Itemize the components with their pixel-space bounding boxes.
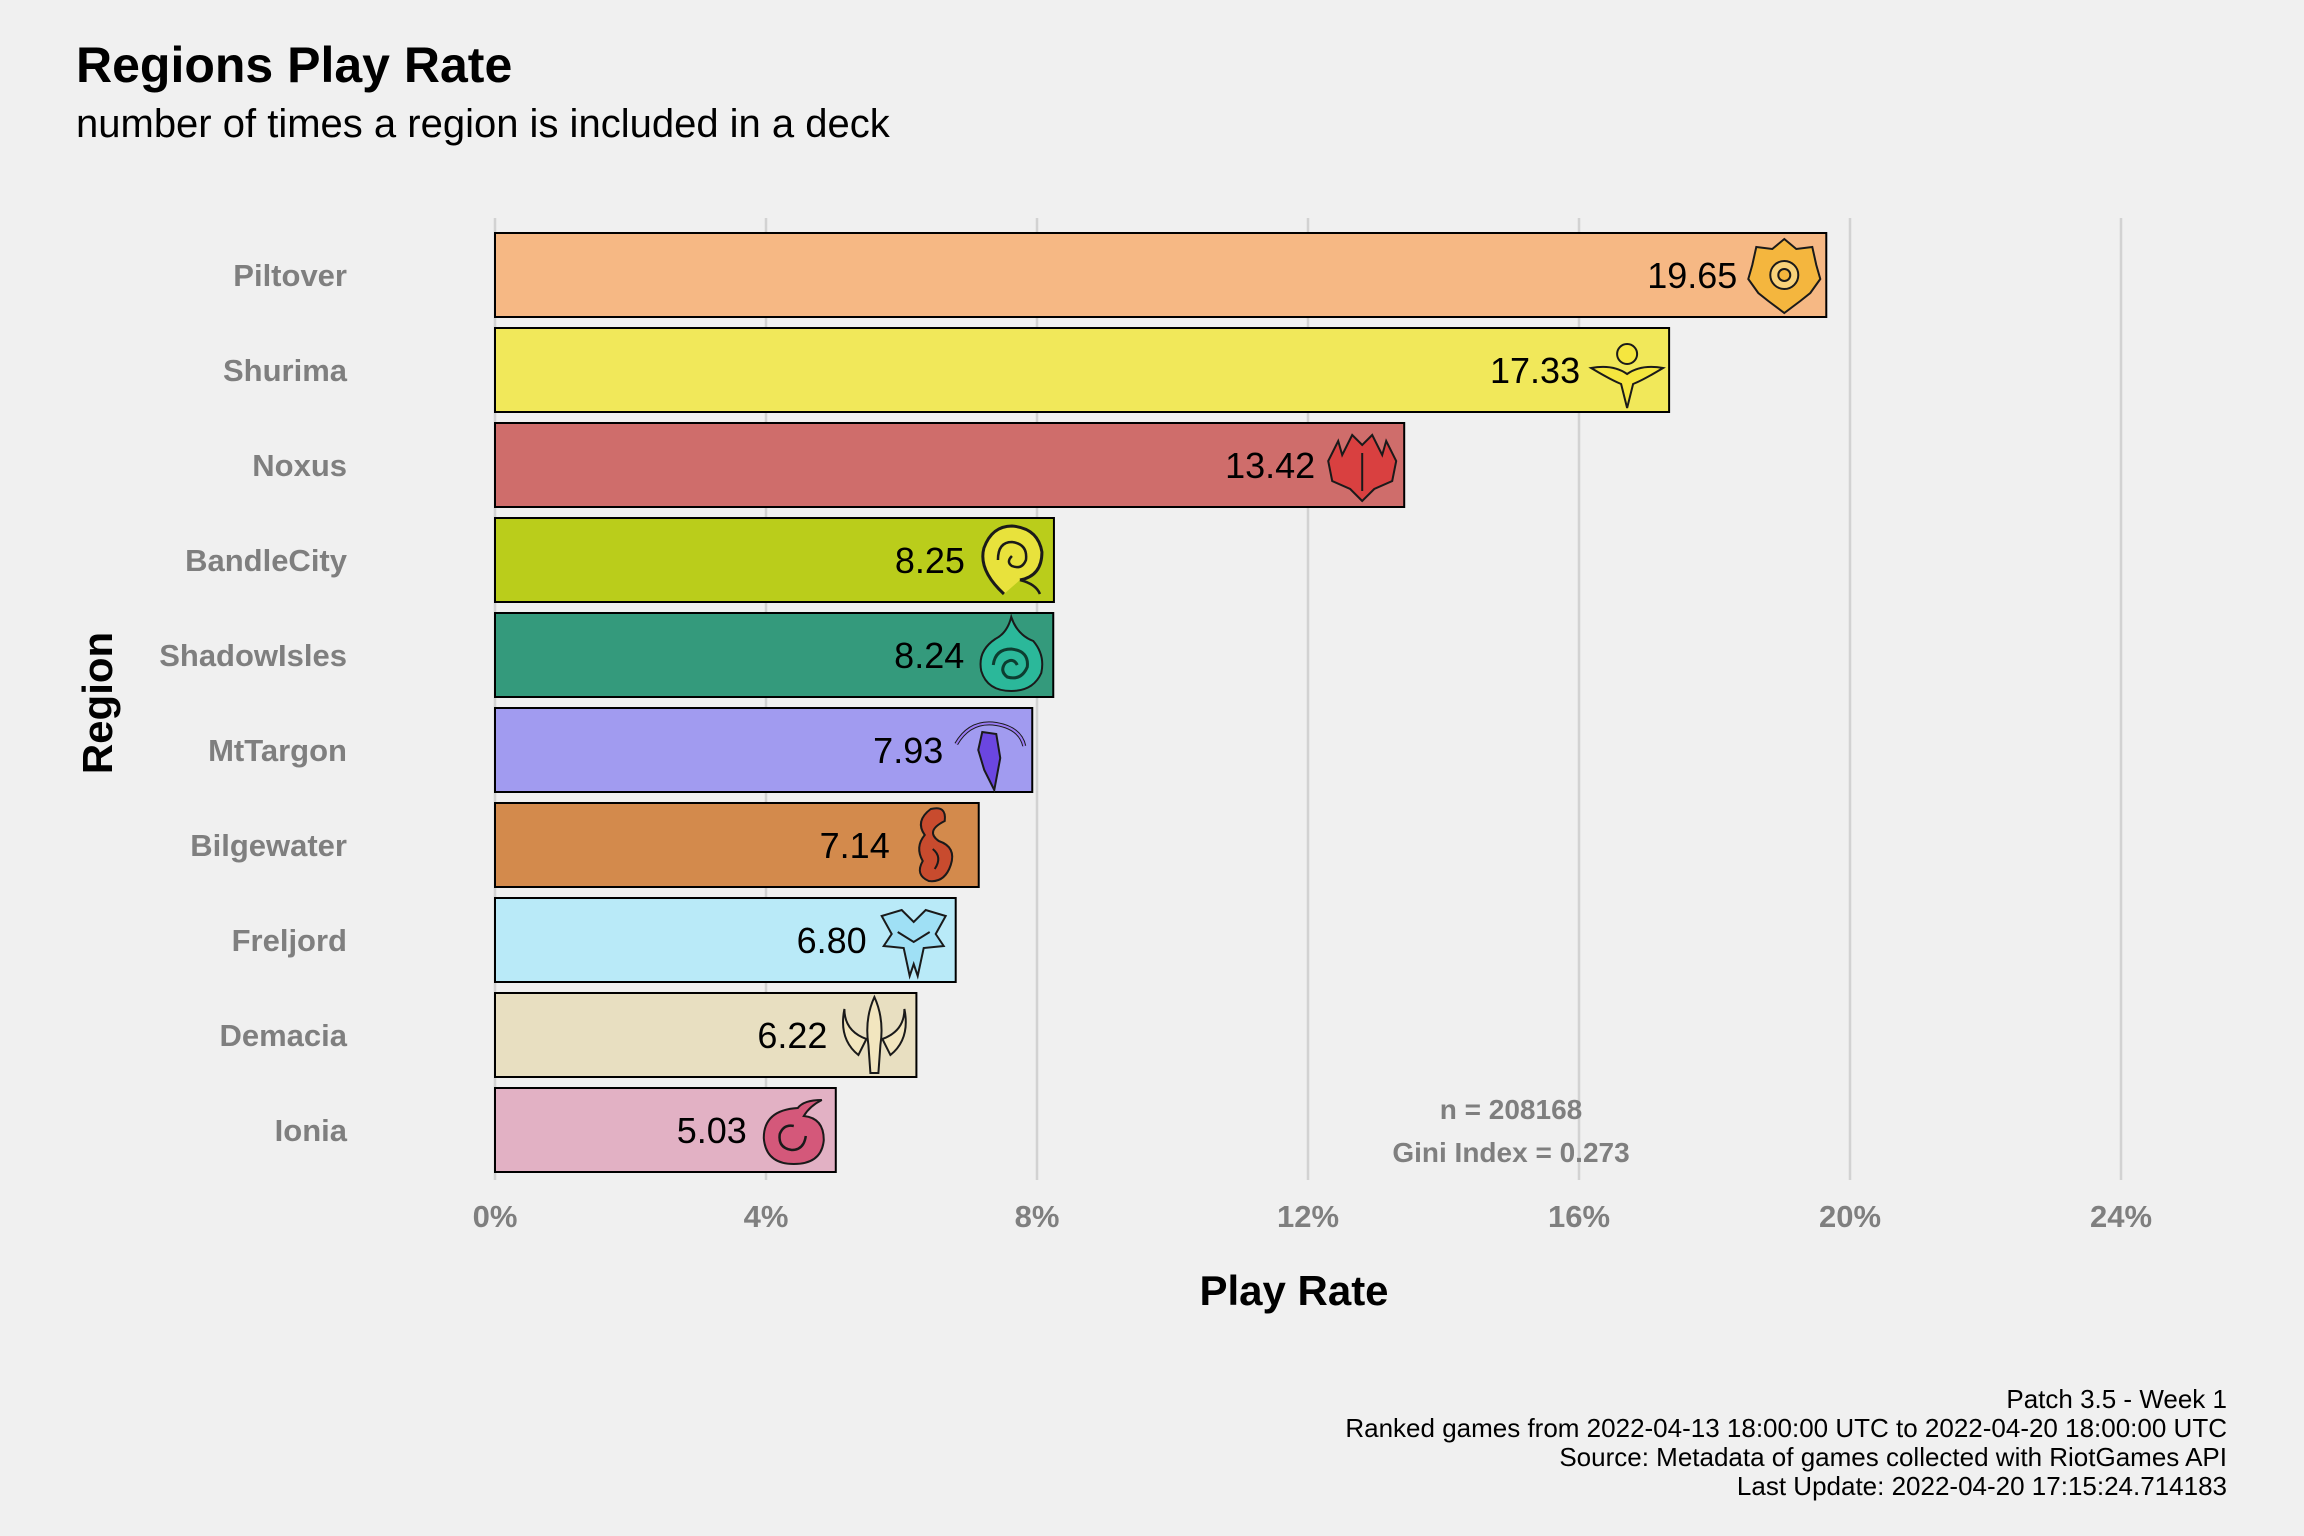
category-label: Piltover (233, 258, 347, 293)
annotation-n: n = 208168 (1440, 1094, 1582, 1125)
demacia-icon (842, 994, 907, 1074)
caption-last-update: Last Update: 2022-04-20 17:15:24.714183 (1737, 1471, 2227, 1501)
x-tick-label: 8% (1015, 1199, 1060, 1234)
x-tick-label: 0% (473, 1199, 518, 1234)
bar-shadowisles (494, 612, 1055, 698)
bilgewater-icon (918, 807, 954, 883)
x-tick-label: 12% (1277, 1199, 1339, 1234)
caption-date-range: Ranked games from 2022-04-13 18:00:00 UT… (1345, 1413, 2227, 1443)
noxus-icon (1327, 433, 1398, 503)
caption-source: Source: Metadata of games collected with… (1559, 1442, 2227, 1472)
caption-patch: Patch 3.5 - Week 1 (2006, 1384, 2227, 1414)
mttargon-icon (954, 721, 1027, 794)
bar-value-label: 8.25 (895, 540, 965, 581)
category-label: MtTargon (208, 733, 347, 768)
bar-value-label: 8.24 (894, 635, 964, 676)
x-tick-label: 4% (744, 1199, 789, 1234)
annotation-gini: Gini Index = 0.273 (1392, 1137, 1629, 1168)
chart-subtitle: number of times a region is included in … (76, 102, 891, 146)
bars: 19.65 17.33 13.42 8.25 8.24 7.93 7.14 6.80 6.22 5… (494, 232, 1828, 1173)
bar-value-label: 6.80 (797, 920, 867, 961)
shurima-icon (1588, 343, 1666, 409)
category-label: Shurima (223, 353, 348, 388)
y-axis-title: Region (74, 632, 121, 774)
category-label: Ionia (275, 1113, 348, 1148)
category-label: ShadowIsles (159, 638, 347, 673)
category-label: Bilgewater (190, 828, 347, 863)
freljord-icon (880, 908, 948, 980)
category-label: Noxus (252, 448, 347, 483)
bar-value-label: 13.42 (1225, 445, 1315, 486)
bar-piltover (494, 232, 1828, 318)
bar-bilgewater (494, 802, 980, 888)
x-tick-label: 16% (1548, 1199, 1610, 1234)
bar-value-label: 17.33 (1490, 350, 1580, 391)
category-labels: Piltover Shurima Noxus BandleCity ShadowIsle… (159, 258, 348, 1148)
bar-value-label: 6.22 (757, 1015, 827, 1056)
x-axis-title: Play Rate (1199, 1267, 1388, 1314)
bar-shurima (494, 327, 1671, 413)
x-tick-label: 20% (1819, 1199, 1881, 1234)
bar-value-label: 19.65 (1647, 255, 1737, 296)
bar-value-label: 7.14 (820, 825, 890, 866)
x-tick-labels: 0% 4% 8% 12% 16% 20% 24% (473, 1199, 2152, 1234)
category-label: Demacia (219, 1018, 347, 1053)
ionia-icon (762, 1099, 825, 1166)
category-label: BandleCity (185, 543, 348, 578)
bandlecity-icon (981, 524, 1044, 596)
bar-mttargon (494, 707, 1034, 793)
chart-title: Regions Play Rate (76, 37, 512, 93)
piltover-icon (1747, 237, 1822, 315)
x-tick-label: 24% (2090, 1199, 2152, 1234)
category-label: Freljord (232, 923, 347, 958)
bar-noxus (494, 422, 1406, 508)
bar-freljord (494, 897, 957, 983)
bar-value-label: 5.03 (677, 1110, 747, 1151)
bar-value-label: 7.93 (873, 730, 943, 771)
shadowisles-icon (979, 613, 1044, 693)
bar-bandlecity (494, 517, 1055, 603)
